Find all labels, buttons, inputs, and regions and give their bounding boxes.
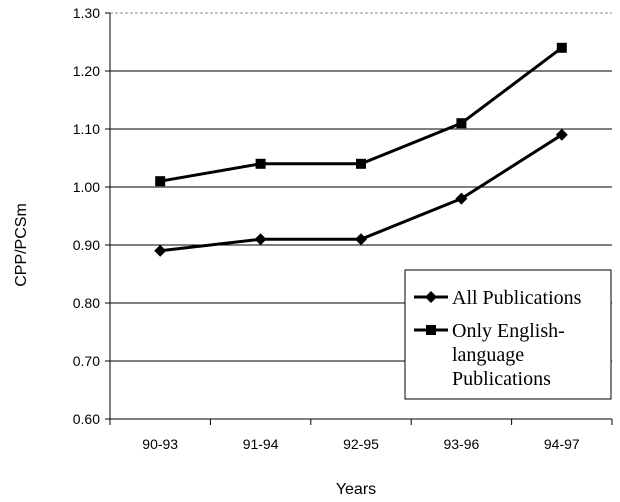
square-marker [356, 158, 366, 169]
legend-label: Publications [452, 368, 551, 390]
y-tick-label: 0.60 [73, 411, 100, 427]
series-1 [154, 128, 568, 257]
y-tick-label: 0.90 [73, 237, 100, 253]
y-tick-labels: 0.60 0.70 0.80 0.90 1.00 1.10 1.20 1.30 [73, 5, 100, 427]
diamond-marker [254, 233, 267, 246]
square-marker [456, 118, 467, 129]
x-tick-labels: 90-93 91-94 92-95 93-96 94-97 [142, 436, 580, 452]
x-tick-label: 92-95 [343, 436, 379, 452]
series-group [154, 42, 568, 257]
legend-item-1: All Publications [414, 287, 582, 309]
legend: All Publications Only English-languagePub… [404, 269, 612, 400]
square-marker [556, 42, 567, 53]
axes [105, 12, 613, 425]
y-tick-label: 1.10 [73, 121, 100, 137]
diamond-marker [455, 192, 468, 205]
legend-box [404, 269, 612, 400]
diamond-marker [355, 233, 367, 246]
y-tick-label: 0.80 [73, 295, 100, 311]
x-tick-label: 91-94 [243, 436, 279, 452]
legend-marker [425, 291, 437, 303]
x-tick-label: 90-93 [142, 436, 178, 452]
x-tick-label: 93-96 [443, 436, 479, 452]
y-tick-label: 1.30 [73, 5, 100, 21]
x-axis-title: Years [336, 481, 376, 498]
y-tick-label: 0.70 [73, 353, 100, 369]
series-2 [155, 42, 567, 187]
square-marker [155, 176, 166, 187]
y-axis-title: CPP/PCSm [13, 203, 30, 287]
y-tick-label: 1.20 [73, 63, 100, 79]
legend-marker [426, 325, 436, 335]
diamond-marker [555, 128, 568, 141]
square-marker [255, 158, 266, 169]
legend-label: All Publications [452, 287, 582, 309]
legend-label: Only English- [452, 320, 565, 342]
legend-label: language [452, 344, 524, 366]
y-tick-label: 1.00 [73, 179, 100, 195]
diamond-marker [154, 244, 167, 257]
x-tick-label: 94-97 [544, 436, 580, 452]
